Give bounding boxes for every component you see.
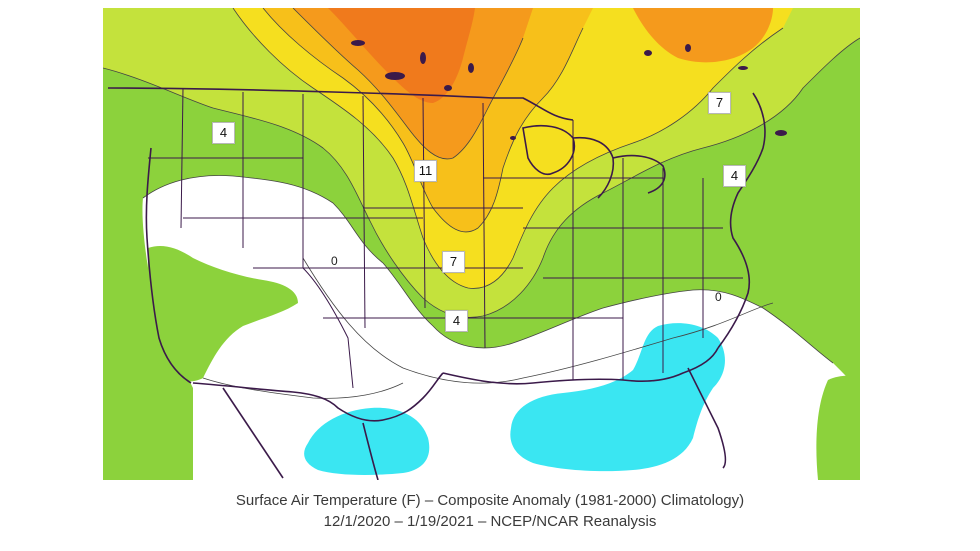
anomaly-zone-green-west [147,246,298,382]
contour-label-0-southwest: 0 [331,254,338,268]
contour-label-4-east: 4 [723,165,746,187]
anomaly-zone-orange-east [633,8,773,63]
state-borders [148,87,743,389]
anomaly-zone-cyan-mexico [304,407,430,475]
map-caption: Surface Air Temperature (F) – Composite … [0,490,980,532]
lakes-islands [351,40,787,140]
contour-label-0-southeast: 0 [715,290,722,304]
caption-line-source: 12/1/2020 – 1/19/2021 – NCEP/NCAR Reanal… [323,513,657,530]
contour-label-7-plains: 7 [442,251,465,273]
caption-line-title: Surface Air Temperature (F) – Composite … [235,492,745,509]
political-borders [107,87,766,480]
contour-label-4-west: 4 [212,122,235,144]
anomaly-zone-green-florida [816,375,860,480]
contour-label-7-northeast: 7 [708,92,731,114]
anomaly-map-svg [103,8,860,480]
anomaly-zone-dark-orange [328,8,475,103]
contour-lines [103,8,860,399]
anomaly-zone-cyan-gulf [510,323,725,472]
contour-label-11-plains: 11 [414,160,437,182]
contour-label-4-plains: 4 [445,310,468,332]
temperature-anomaly-map: 4 7 4 11 7 4 0 0 [103,8,860,480]
